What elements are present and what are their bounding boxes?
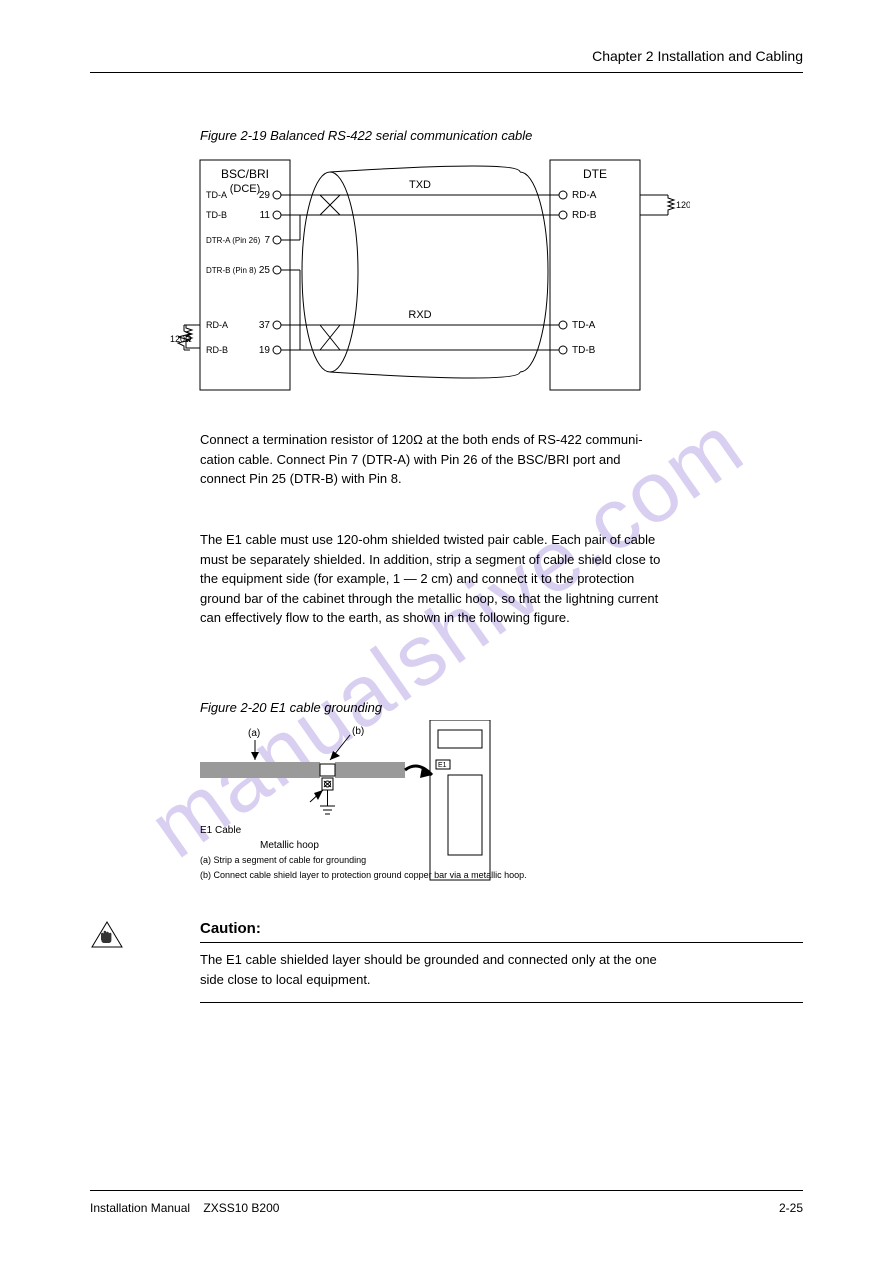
header-title: Chapter 2 Installation and Cabling bbox=[592, 48, 803, 64]
paragraph-1: Connect a termination resistor of 120Ω a… bbox=[200, 430, 790, 489]
svg-text:7: 7 bbox=[264, 235, 270, 246]
svg-text:TD-A: TD-A bbox=[572, 320, 596, 331]
svg-text:RD-A: RD-A bbox=[206, 320, 228, 330]
svg-text:19: 19 bbox=[259, 345, 271, 356]
svg-text:DTR-A (Pin 26): DTR-A (Pin 26) bbox=[206, 236, 261, 245]
svg-text:25: 25 bbox=[259, 265, 271, 276]
svg-text:29: 29 bbox=[259, 190, 271, 201]
cable-segment-right bbox=[335, 762, 405, 778]
svg-text:11: 11 bbox=[260, 210, 271, 221]
footer-left: Installation Manual ZXSS10 B200 bbox=[90, 1201, 279, 1215]
page: Chapter 2 Installation and Cabling manua… bbox=[0, 0, 893, 1263]
figure-2-caption: Figure 2-20 E1 cable grounding bbox=[200, 700, 382, 715]
svg-text:RD-B: RD-B bbox=[206, 345, 228, 355]
figure-2-label-cable: E1 Cable bbox=[200, 825, 242, 836]
figure-1-caption: Figure 2-19 Balanced RS-422 serial commu… bbox=[200, 128, 532, 143]
svg-text:DTR-B (Pin 8): DTR-B (Pin 8) bbox=[206, 266, 257, 275]
figure-2-diagram: (a) E1 Cable (b) Metallic hoop E1 (a) St… bbox=[200, 720, 560, 890]
left-pin-3: 7DTR-A (Pin 26) bbox=[206, 235, 281, 246]
svg-text:TD-A: TD-A bbox=[206, 190, 227, 200]
footer-rule bbox=[90, 1190, 803, 1191]
right-resistor-label: 120Ω bbox=[676, 200, 690, 210]
figure-2-badge-e1: E1 bbox=[438, 762, 447, 769]
signal-rxd: RXD bbox=[408, 309, 431, 321]
right-box-title: DTE bbox=[583, 167, 607, 181]
footer-page-number: 2-25 bbox=[779, 1201, 803, 1215]
caution-hand-icon bbox=[90, 920, 124, 950]
caution-rule-top bbox=[200, 942, 803, 943]
figure-2-label-a: (a) bbox=[248, 728, 260, 739]
caution-text: The E1 cable shielded layer should be gr… bbox=[200, 950, 803, 989]
cable-stripped-segment bbox=[320, 764, 335, 776]
figure-2-label-b: (b) bbox=[352, 726, 364, 737]
svg-text:TD-B: TD-B bbox=[206, 210, 227, 220]
signal-txd: TXD bbox=[409, 179, 431, 191]
svg-text:TD-B: TD-B bbox=[572, 345, 596, 356]
left-resistor-label: 120Ω bbox=[170, 334, 192, 344]
left-pin-4: 25DTR-B (Pin 8) bbox=[206, 265, 281, 276]
figure-2-desc-b: (b) Connect cable shield layer to protec… bbox=[200, 870, 527, 880]
left-box-title: BSC/BRI bbox=[221, 167, 269, 181]
header-rule bbox=[90, 72, 803, 73]
figure-1-diagram: BSC/BRI (DCE) 29 TD-A 11 TD-B 7DTR-A (Pin … bbox=[170, 150, 690, 410]
figure-2-label-hoop: Metallic hoop bbox=[260, 840, 319, 851]
figure-2-desc-a: (a) Strip a segment of cable for groundi… bbox=[200, 855, 366, 865]
paragraph-2: The E1 cable must use 120-ohm shielded t… bbox=[200, 530, 800, 628]
cable-segment-left bbox=[200, 762, 320, 778]
svg-text:37: 37 bbox=[259, 320, 271, 331]
left-box-subtitle: (DCE) bbox=[230, 183, 261, 195]
svg-text:RD-A: RD-A bbox=[572, 190, 597, 201]
right-resistor-icon bbox=[668, 195, 674, 215]
caution-rule-bottom bbox=[200, 1002, 803, 1003]
caution-label: Caution: bbox=[200, 920, 261, 937]
svg-text:RD-B: RD-B bbox=[572, 210, 597, 221]
